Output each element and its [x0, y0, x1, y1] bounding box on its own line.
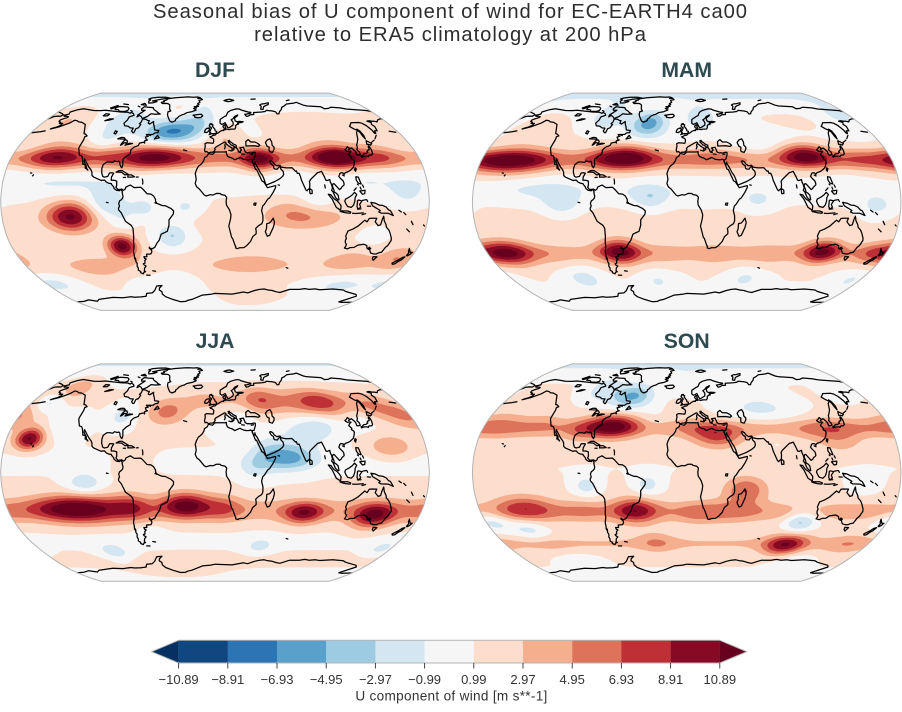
svg-text:10.89: 10.89 — [704, 672, 737, 687]
svg-text:JJA: JJA — [196, 330, 235, 353]
svg-text:MAM: MAM — [661, 59, 712, 82]
svg-text:−10.89: −10.89 — [159, 672, 199, 687]
svg-text:−4.95: −4.95 — [310, 672, 343, 687]
svg-text:DJF: DJF — [195, 59, 235, 82]
svg-text:SON: SON — [664, 330, 710, 353]
svg-text:−6.93: −6.93 — [261, 672, 294, 687]
svg-text:6.93: 6.93 — [609, 672, 634, 687]
svg-text:4.95: 4.95 — [560, 672, 585, 687]
svg-text:−2.97: −2.97 — [359, 672, 392, 687]
svg-text:8.91: 8.91 — [658, 672, 683, 687]
svg-text:Seasonal bias of U component o: Seasonal bias of U component of wind for… — [153, 1, 748, 23]
svg-text:0.99: 0.99 — [461, 672, 486, 687]
svg-text:U component of wind [m s**-1]: U component of wind [m s**-1] — [355, 689, 547, 704]
svg-text:2.97: 2.97 — [510, 672, 535, 687]
svg-text:−0.99: −0.99 — [408, 672, 441, 687]
svg-text:−8.91: −8.91 — [211, 672, 244, 687]
svg-text:relative to ERA5 climatology a: relative to ERA5 climatology at 200 hPa — [254, 24, 647, 46]
